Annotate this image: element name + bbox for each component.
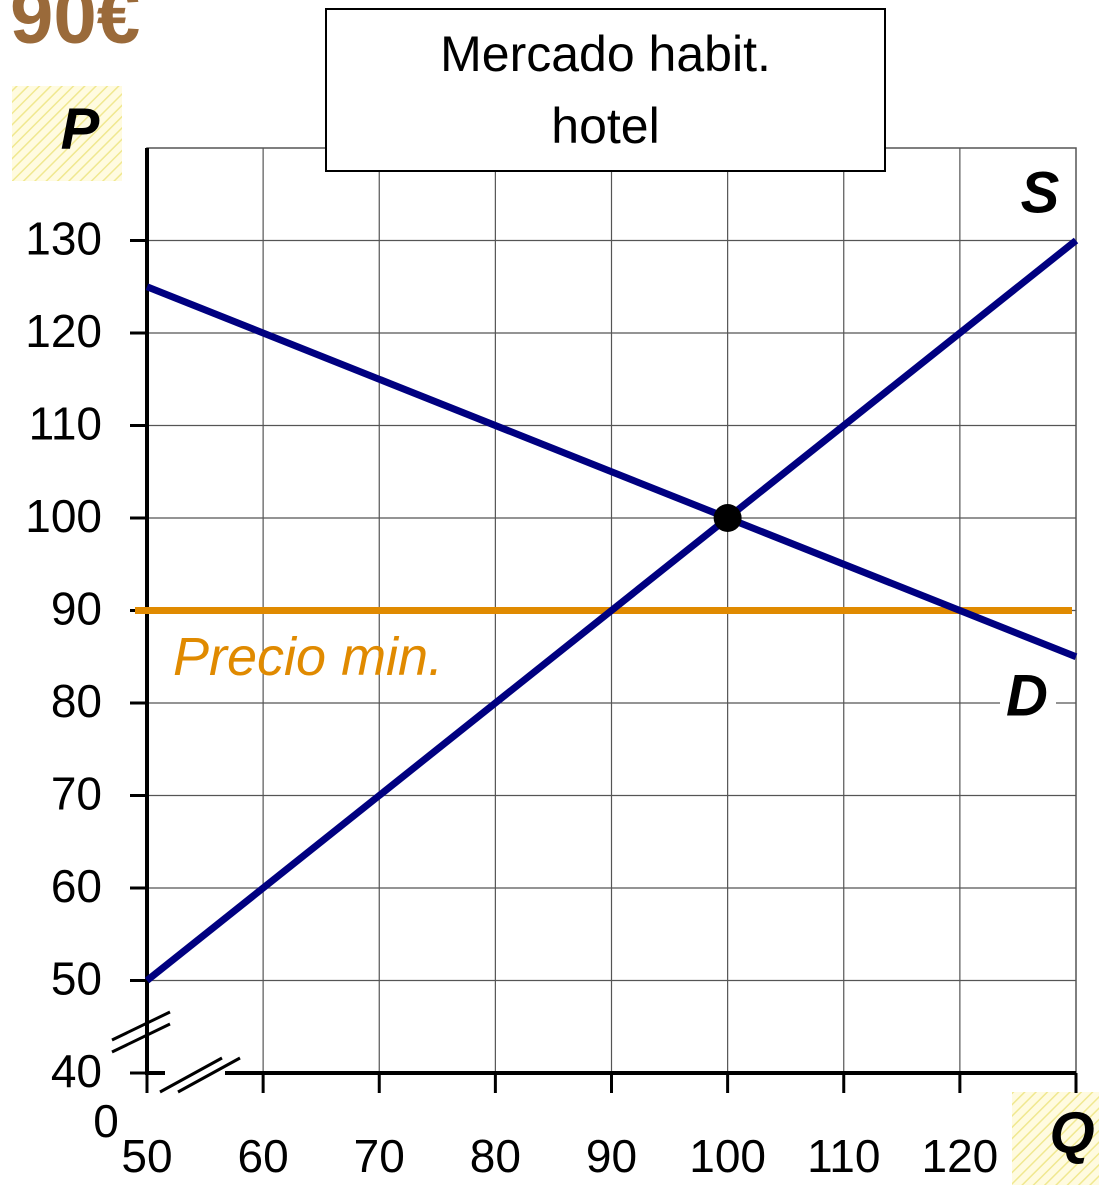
x-tick-label: 50 (121, 1130, 172, 1182)
axis-break (111, 1010, 171, 1054)
x-tick-label: 100 (689, 1130, 766, 1182)
chart-title: Mercado habit. hotel (325, 8, 886, 172)
x-tick-label: 60 (238, 1130, 289, 1182)
curve (144, 237, 1079, 984)
x-axis-label: Q (1049, 1100, 1094, 1165)
corner-label: 90€ (10, 0, 140, 60)
label-bg (1000, 668, 1056, 730)
x-tick-label: 90 (586, 1130, 637, 1182)
y-tick-label: 40 (51, 1045, 102, 1097)
x-tick-label: 70 (354, 1130, 405, 1182)
label-highlight (12, 86, 122, 181)
y-tick-label: 50 (51, 953, 102, 1005)
series-label: S (1021, 160, 1060, 225)
label-highlight (1012, 1092, 1099, 1185)
y-tick-label: 130 (25, 213, 102, 265)
y-tick-label: 110 (29, 398, 102, 450)
curve (145, 283, 1078, 661)
axis-break (159, 1056, 241, 1094)
series-label: D (1006, 663, 1048, 728)
x-tick-label: 120 (922, 1130, 999, 1182)
y-tick-label: 120 (25, 305, 102, 357)
y-tick-label: 80 (51, 675, 102, 727)
y-tick-label: 100 (25, 490, 102, 542)
y-tick-label: 90 (51, 583, 102, 635)
y-tick-label: 60 (51, 860, 102, 912)
y-tick-label: 70 (51, 768, 102, 820)
equilibrium-point (713, 504, 742, 532)
x-tick-label: 110 (807, 1130, 880, 1182)
x-tick-label: 80 (470, 1130, 521, 1182)
y-axis-label: P (61, 96, 100, 161)
price-floor-label: Precio min. (173, 627, 443, 687)
origin-label: 0 (93, 1095, 119, 1147)
